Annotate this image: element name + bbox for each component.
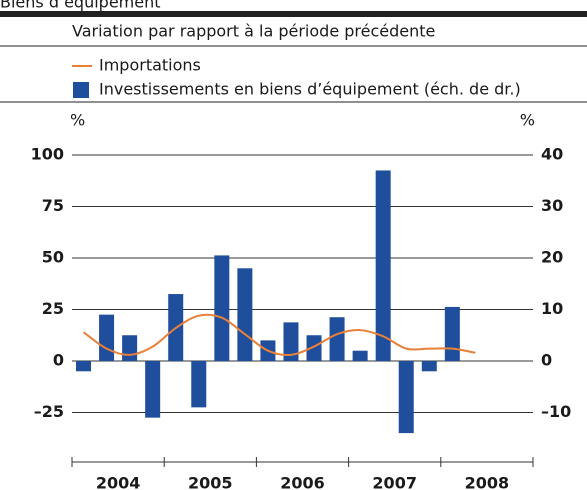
y2-tick-label: 30 — [541, 196, 563, 215]
title-rule — [0, 11, 587, 17]
bar — [214, 255, 230, 361]
chart-title: Biens d’équipement — [0, 0, 161, 12]
y-axis-label: % — [70, 111, 85, 130]
chart-subtitle: Variation par rapport à la période précé… — [72, 22, 435, 41]
x-tick-label: 2005 — [188, 474, 233, 490]
bar — [398, 361, 414, 434]
x-tick-label: 2004 — [96, 474, 141, 490]
bar — [306, 335, 322, 361]
bar — [421, 361, 437, 372]
y2-axis-label: % — [520, 111, 535, 130]
bar — [375, 170, 391, 361]
y2-tick-label: 40 — [541, 145, 563, 164]
y-tick-label: 50 — [42, 248, 64, 267]
y-tick-label: 100 — [31, 145, 64, 164]
bar — [99, 314, 115, 361]
bar — [237, 268, 253, 361]
y2-tick-label: 0 — [541, 351, 552, 370]
y-tick-label: –25 — [34, 402, 64, 421]
bar — [145, 361, 161, 418]
y2-tick-label: 10 — [541, 299, 563, 318]
y2-tick-label: –10 — [541, 402, 571, 421]
y2-tick-label: 20 — [541, 248, 563, 267]
x-tick-label: 2006 — [280, 474, 325, 490]
bar — [329, 317, 345, 361]
line — [82, 313, 476, 356]
legend-label: Importations — [99, 56, 201, 75]
bar — [352, 350, 368, 361]
x-tick-label: 2007 — [372, 474, 417, 490]
bar — [122, 335, 138, 361]
bar — [191, 361, 207, 408]
y-tick-label: 25 — [42, 299, 64, 318]
bar — [444, 306, 460, 361]
x-tick-label: 2008 — [465, 474, 510, 490]
y-tick-label: 75 — [42, 196, 64, 215]
legend-swatch — [73, 82, 89, 98]
bar — [76, 361, 92, 372]
legend-label: Investissements en biens d’équipement (é… — [99, 80, 521, 99]
y-tick-label: 0 — [53, 351, 64, 370]
bar — [283, 322, 299, 361]
